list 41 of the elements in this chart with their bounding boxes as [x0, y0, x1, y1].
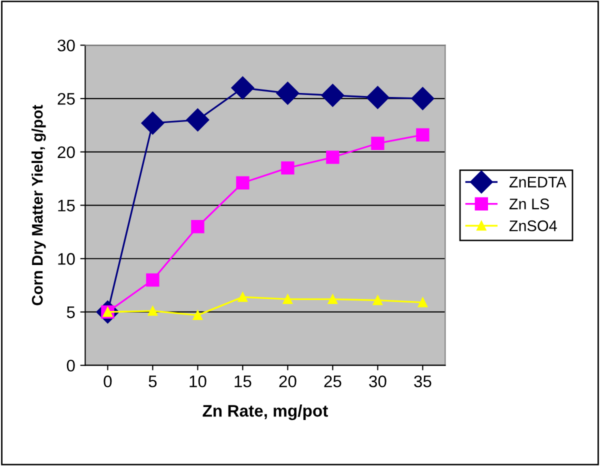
point: [282, 294, 293, 304]
x-tick-label: 0: [104, 376, 112, 388]
point: [238, 292, 248, 302]
legend-label: ZnSO4: [509, 220, 557, 232]
y-tick-label: 0: [66, 360, 75, 372]
y-tick-label: 15: [58, 200, 75, 212]
point: [236, 176, 250, 190]
y-tick-label: 10: [58, 253, 75, 265]
point: [281, 161, 294, 175]
x-tick-label: 35: [414, 376, 432, 388]
point: [148, 306, 158, 316]
x-tick-label: 5: [148, 376, 157, 388]
point: [416, 128, 430, 142]
x-axis-title: Zn Rate, mg/pot: [202, 404, 328, 420]
point: [321, 84, 344, 107]
point: [231, 76, 254, 100]
x-tick-label: 20: [279, 376, 296, 388]
legend-label: Zn LS: [509, 198, 549, 210]
point: [371, 136, 384, 150]
point: [276, 82, 300, 105]
point: [146, 273, 160, 287]
y-tick-label: 25: [58, 92, 75, 105]
x-tick-label: 30: [369, 376, 386, 388]
point: [411, 87, 434, 110]
y-tick-label: 5: [66, 306, 75, 318]
y-tick-label: 20: [58, 146, 75, 158]
x-tick-label: 10: [190, 376, 206, 388]
y-tick-label: 30: [58, 40, 75, 52]
x-tick-label: 15: [234, 376, 252, 388]
y-axis-title: Corn Dry Matter Yield, g/pot: [32, 104, 46, 306]
point: [186, 108, 210, 132]
point: [192, 310, 203, 320]
point: [328, 294, 338, 304]
legend-label: ZnEDTA: [509, 176, 566, 188]
point: [191, 220, 204, 234]
x-tick-label: 25: [324, 376, 342, 388]
point: [141, 112, 164, 135]
point: [372, 295, 383, 306]
point: [326, 150, 340, 164]
point: [366, 86, 390, 109]
point: [418, 298, 428, 308]
